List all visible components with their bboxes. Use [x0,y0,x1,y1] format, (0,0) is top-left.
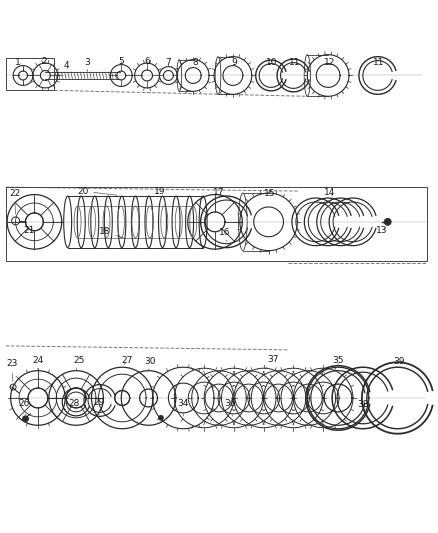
Circle shape [384,219,391,225]
Text: 16: 16 [219,228,231,241]
Bar [6,187,427,261]
Text: 5: 5 [118,57,124,66]
Text: 38: 38 [357,400,369,416]
Text: 20: 20 [77,187,117,196]
Text: 26: 26 [19,399,30,416]
Text: 22: 22 [9,189,20,214]
Text: 15: 15 [264,189,276,198]
Text: 9: 9 [231,58,237,67]
Text: 19: 19 [154,187,165,196]
Text: 21: 21 [24,227,35,235]
Text: 30: 30 [144,357,155,370]
Text: 2: 2 [42,57,47,66]
Text: 12: 12 [324,54,336,67]
Text: 27: 27 [121,356,133,365]
Text: 11: 11 [289,58,300,67]
Text: 24: 24 [32,356,43,370]
Circle shape [159,415,163,421]
Text: 6: 6 [144,57,150,66]
Text: 17: 17 [213,188,225,197]
Circle shape [22,416,28,422]
Text: 29: 29 [93,398,105,412]
Text: 39: 39 [393,357,405,366]
Text: 7: 7 [166,58,171,67]
Text: 8: 8 [192,58,198,67]
Text: 10: 10 [266,58,277,67]
Text: 23: 23 [6,359,17,381]
Bar [6,58,54,91]
Text: 35: 35 [332,356,344,365]
Text: 3: 3 [85,58,90,71]
Text: 13: 13 [376,227,388,235]
Text: 25: 25 [74,356,85,370]
Text: 28: 28 [68,399,80,412]
Text: 4: 4 [64,61,70,70]
Text: 34: 34 [177,399,189,416]
Text: 37: 37 [266,356,278,368]
Text: 1: 1 [15,58,21,67]
Text: 18: 18 [99,227,124,238]
Text: 11: 11 [373,58,385,67]
Text: 14: 14 [323,188,335,197]
Text: 36: 36 [224,399,236,416]
